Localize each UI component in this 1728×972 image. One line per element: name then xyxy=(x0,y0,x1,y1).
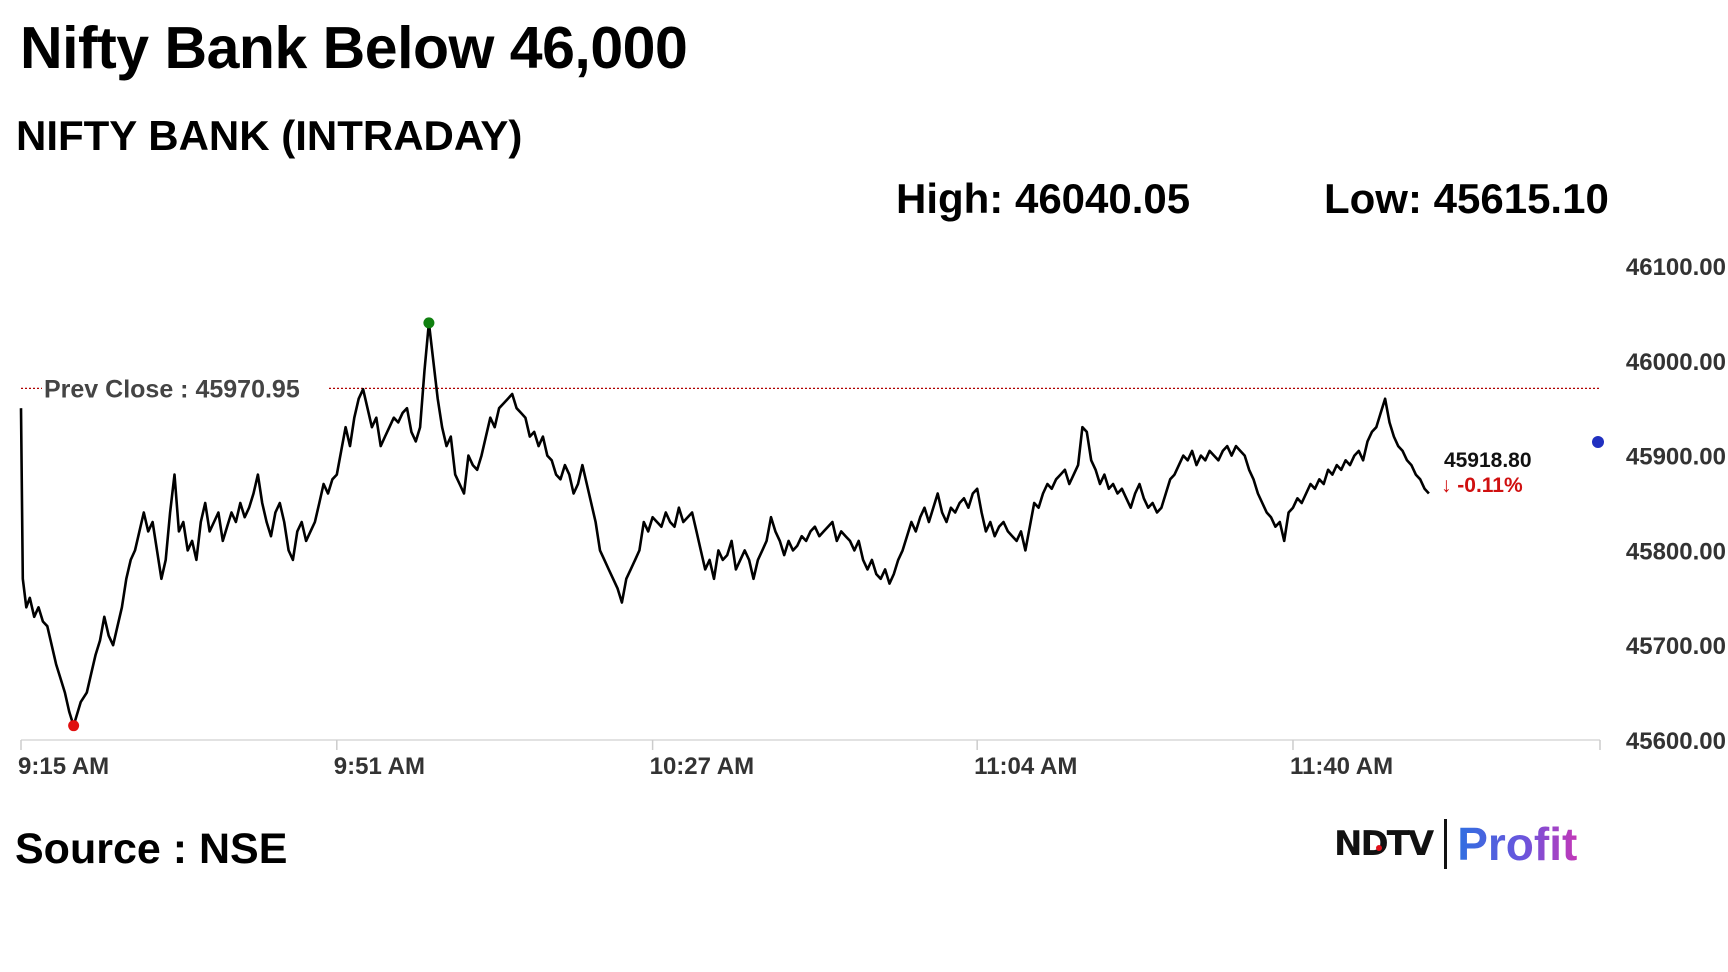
high-stat: High: 46040.05 xyxy=(896,175,1191,222)
y-tick-label: 45900.00 xyxy=(1626,444,1726,471)
y-tick-label: 45800.00 xyxy=(1626,538,1726,565)
last-value-group: 45918.80↓ -0.11% xyxy=(1441,449,1532,497)
headline: Nifty Bank Below 46,000 xyxy=(20,15,688,81)
source-label: Source : NSE xyxy=(15,825,288,873)
y-tick-label: 46000.00 xyxy=(1626,349,1726,376)
prev-close-label: Prev Close : 45970.95 xyxy=(44,375,300,403)
logo-dot xyxy=(1376,845,1382,851)
ndtv-profit-logo: NDTV Profit xyxy=(1334,818,1577,870)
last-value-label: 45918.80 xyxy=(1444,449,1532,472)
low-stat: Low: 45615.10 xyxy=(1324,175,1609,222)
logo-ndtv-text: NDTV xyxy=(1334,824,1434,864)
logo-profit-text: Profit xyxy=(1457,818,1578,870)
high-marker xyxy=(423,317,435,329)
y-tick-label: 45700.00 xyxy=(1626,633,1726,660)
change-label: ↓ -0.11% xyxy=(1441,474,1523,497)
x-tick-label: 10:27 AM xyxy=(650,753,754,780)
logo-divider xyxy=(1444,819,1448,869)
y-tick-label: 46100.00 xyxy=(1626,254,1726,281)
x-tick-label: 9:15 AM xyxy=(18,753,109,780)
prev-close-group: Prev Close : 45970.95 xyxy=(21,366,1600,403)
last-marker xyxy=(1592,436,1604,448)
series-group xyxy=(19,321,1430,727)
low-marker xyxy=(68,720,80,732)
chart-subtitle: NIFTY BANK (INTRADAY) xyxy=(16,112,523,159)
x-axis: 9:15 AM 9:51 AM 10:27 AM 11:04 AM 11:40 AM xyxy=(18,739,1601,780)
markers-group xyxy=(68,317,1604,732)
x-tick-label: 11:04 AM xyxy=(974,753,1077,780)
x-tick-label: 11:40 AM xyxy=(1290,753,1393,780)
prev-close-label-bg xyxy=(42,366,327,403)
y-tick-label: 45600.00 xyxy=(1626,728,1726,755)
series-line xyxy=(19,321,1430,727)
x-tick-label: 9:51 AM xyxy=(334,753,425,780)
y-axis-ticks: 46100.00 46000.00 45900.00 45800.00 45700.00… xyxy=(1626,254,1726,755)
